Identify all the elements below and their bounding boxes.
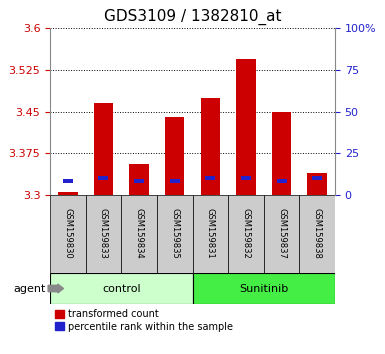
Bar [50,273,192,304]
Bar [129,164,149,195]
Bar [99,176,109,180]
Text: GSM159831: GSM159831 [206,208,215,259]
Bar [121,195,157,273]
Bar [58,192,78,195]
Text: GSM159837: GSM159837 [277,208,286,259]
Bar [312,176,322,180]
Bar [236,59,256,195]
Text: agent: agent [14,284,46,293]
Bar [228,195,264,273]
Bar [192,195,228,273]
Bar [94,103,113,195]
Bar [192,273,335,304]
Bar [264,195,300,273]
Text: GSM159835: GSM159835 [170,208,179,259]
Legend: transformed count, percentile rank within the sample: transformed count, percentile rank withi… [55,309,233,332]
Bar [170,179,180,183]
Text: control: control [102,284,141,293]
Text: GSM159838: GSM159838 [313,208,321,259]
Bar [272,112,291,195]
Bar [63,179,73,183]
Text: GSM159830: GSM159830 [64,208,72,259]
Text: GSM159833: GSM159833 [99,208,108,259]
Bar [85,195,121,273]
Text: Sunitinib: Sunitinib [239,284,288,293]
Bar [307,172,327,195]
Bar [165,117,184,195]
Bar [157,195,192,273]
Bar [241,176,251,180]
Bar [276,179,286,183]
Text: GDS3109 / 1382810_at: GDS3109 / 1382810_at [104,9,281,25]
Bar [134,179,144,183]
Bar [205,176,215,180]
Bar [50,195,85,273]
Bar [201,98,220,195]
Bar [300,195,335,273]
Text: GSM159834: GSM159834 [135,208,144,259]
Text: GSM159832: GSM159832 [241,208,250,259]
